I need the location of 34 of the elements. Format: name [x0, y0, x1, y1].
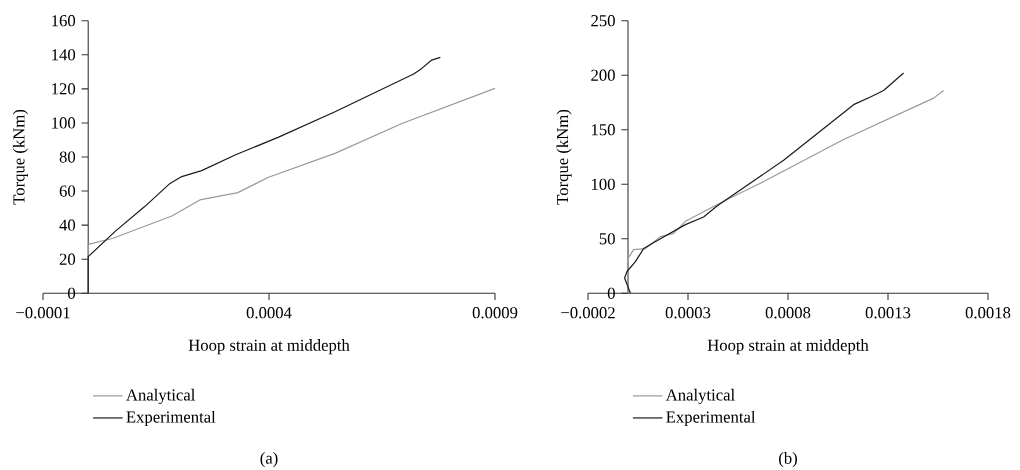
x-tick-label: −0.0002: [561, 307, 615, 319]
line-series: [627, 89, 945, 294]
y-tick-label: 160: [52, 15, 76, 27]
y-tick-label: 80: [59, 151, 76, 163]
y-tick-label: 20: [59, 253, 76, 265]
x-tick-label: 0.0018: [965, 307, 1011, 319]
y-tick-label: 40: [59, 219, 76, 231]
y-axis-title: Torque (kNm): [12, 109, 28, 205]
y-tick-label: 200: [591, 69, 615, 81]
line-series: [87, 56, 441, 294]
y-tick-label: 100: [52, 117, 76, 129]
legend-label: Experimental: [126, 410, 216, 427]
x-tick-label: 0.0009: [472, 307, 518, 319]
x-tick-label: 0.0004: [246, 307, 292, 319]
x-tick-label: −0.0001: [16, 307, 70, 319]
x-tick-label: 0.0013: [865, 307, 911, 319]
text: (b): [779, 452, 797, 468]
y-tick-label: 150: [591, 124, 615, 136]
y-tick-label: 100: [591, 178, 615, 190]
legend-label: Analytical: [665, 388, 735, 405]
x-tick-label: 0.0003: [665, 307, 711, 319]
y-tick-label: 60: [59, 185, 76, 197]
y-axis-title: Torque (kNm): [556, 109, 572, 205]
y-tick-label: 50: [599, 233, 615, 245]
y-tick-label: 250: [591, 15, 615, 27]
legend-label: Experimental: [666, 410, 756, 427]
y-tick-label: 120: [52, 83, 76, 95]
x-axis-title: Hoop strain at middepth: [188, 339, 350, 355]
legend-label: Analytical: [126, 388, 196, 405]
line-series: [624, 72, 905, 294]
x-axis-title: Hoop strain at middepth: [707, 339, 869, 355]
x-tick-label: 0.0008: [765, 307, 811, 319]
y-tick-label: 140: [52, 49, 76, 61]
text: (a): [260, 452, 278, 468]
